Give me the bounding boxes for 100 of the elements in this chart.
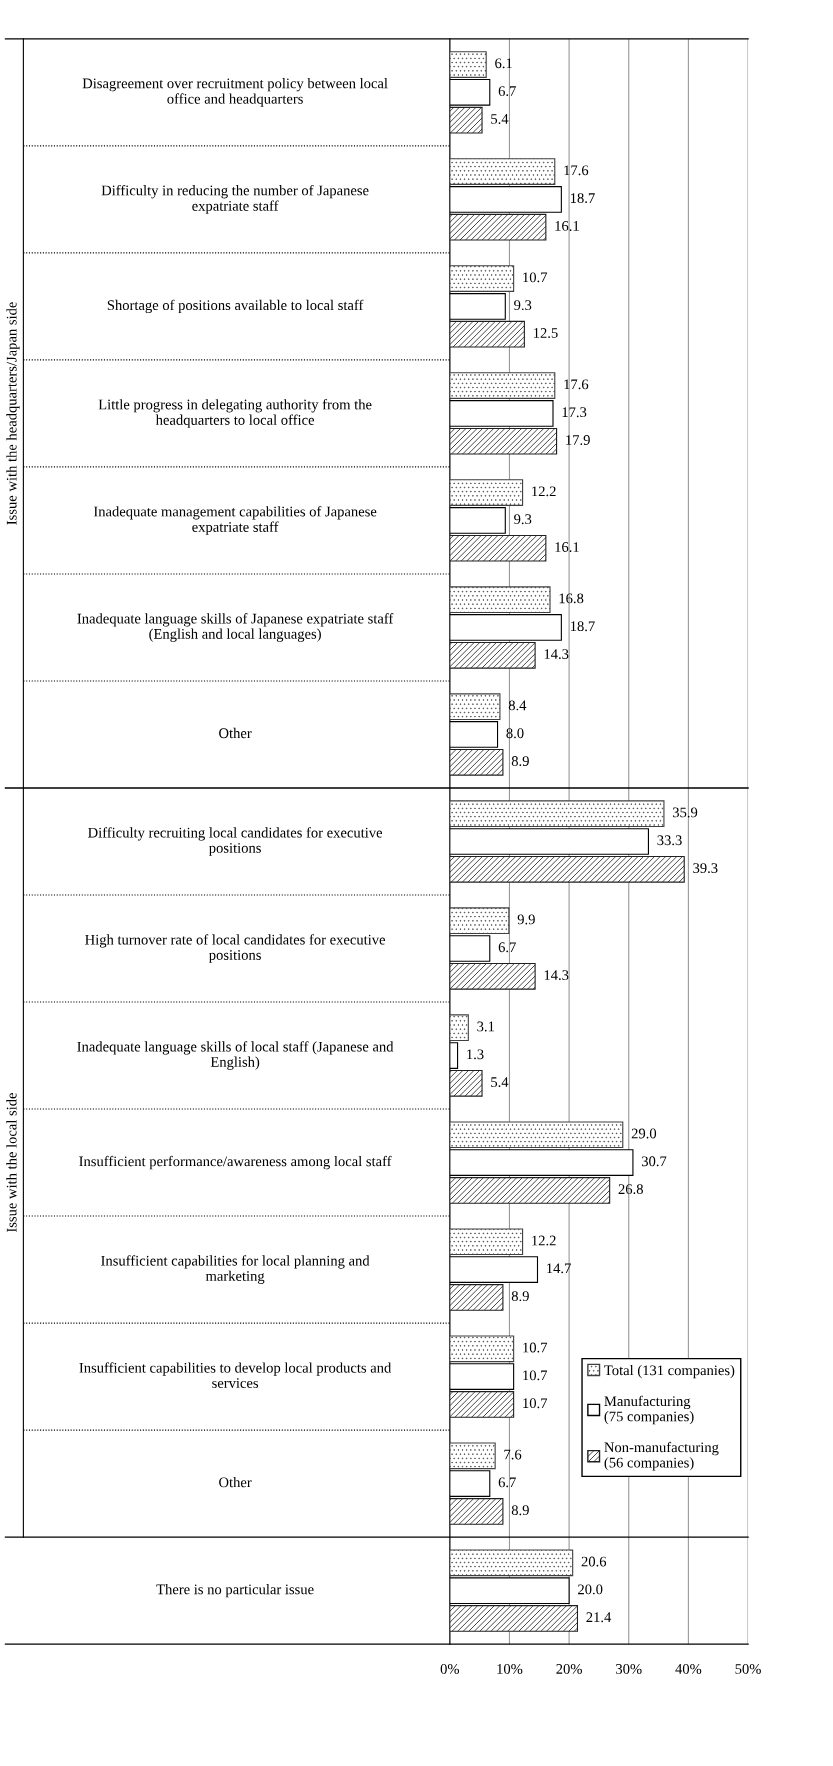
y-tick-label: Disagreement over recruitment policy between local office and headquarters <box>82 78 388 107</box>
bar <box>449 400 554 427</box>
data-label: 14.3 <box>544 970 569 981</box>
bar <box>449 721 499 748</box>
bar <box>449 935 491 962</box>
bar <box>449 293 506 320</box>
bar <box>449 106 483 134</box>
data-label: 30.7 <box>641 1156 667 1167</box>
y-tick-label: Difficulty recruiting local candidates for executive positions <box>88 827 383 856</box>
data-label: 8.9 <box>511 1505 529 1516</box>
bar <box>449 614 562 641</box>
data-label: 17.6 <box>564 379 589 390</box>
bar <box>449 1228 524 1256</box>
bar <box>449 186 562 213</box>
y-tick-label: Shortage of positions available to local staff <box>107 299 364 314</box>
data-label: 6.7 <box>498 86 516 97</box>
bar <box>449 800 665 828</box>
data-label: 8.0 <box>506 728 524 739</box>
data-label: 18.7 <box>570 621 595 632</box>
legend-label: Manufacturing (75 companies) <box>604 1395 694 1425</box>
y-tick-label: Other <box>219 727 252 739</box>
data-label: 21.4 <box>586 1612 612 1623</box>
y-tick-label: Insufficient capabilities to develop local products and services <box>79 1362 392 1388</box>
y-tick-label: Little progress in delegating authority from the headquarters to local office <box>98 399 372 428</box>
data-label: 7.6 <box>504 1449 522 1460</box>
data-label: 39.3 <box>693 863 718 874</box>
data-label: 20.6 <box>581 1556 607 1567</box>
data-label: 18.7 <box>570 193 595 204</box>
data-label: 9.3 <box>514 300 532 311</box>
data-label: 16.8 <box>559 593 584 604</box>
y-tick-label: Inadequate language skills of Japanese expatriate staff (English and local languages) <box>77 613 394 642</box>
bar <box>449 79 491 106</box>
bar <box>449 1177 611 1204</box>
legend-label: Non-manufacturing (56 companies) <box>604 1441 719 1471</box>
bar <box>449 907 510 935</box>
data-label: 16.1 <box>555 221 579 231</box>
bar <box>449 1284 504 1311</box>
bar <box>449 265 515 292</box>
data-label: 9.3 <box>514 514 532 525</box>
y-tick-label: Inadequate management capabilities of Japanese expatriate staff <box>93 506 377 535</box>
bar <box>449 51 487 78</box>
x-tick-label: 20% <box>556 1664 582 1674</box>
bar <box>449 1498 504 1525</box>
data-label: 12.2 <box>532 1235 556 1246</box>
bar <box>449 213 547 241</box>
data-label: 8.9 <box>511 1291 529 1302</box>
data-label: 33.3 <box>657 835 682 846</box>
bar <box>449 507 506 534</box>
y-tick-label: Other <box>219 1477 252 1488</box>
bar <box>449 427 558 455</box>
data-label: 10.7 <box>523 272 548 283</box>
x-tick-label: 0% <box>440 1664 460 1674</box>
bar <box>449 855 685 883</box>
data-label: 17.6 <box>564 165 589 176</box>
legend-label: Total (131 companies) <box>604 1364 735 1379</box>
y-tick-label: High turnover rate of local candidates for executive positions <box>85 934 386 963</box>
text: Issue with the headquarters/Japan side <box>6 302 20 525</box>
data-label: 6.1 <box>495 58 512 69</box>
bar <box>449 828 649 855</box>
bar <box>449 586 551 613</box>
bar <box>449 1014 469 1042</box>
y-tick-label: Difficulty in reducing the number of Japanese expatriate staff <box>101 184 369 214</box>
y-tick-label: Insufficient performance/awareness among local staff <box>79 1155 392 1170</box>
data-label: 6.7 <box>498 942 516 953</box>
bar <box>449 1577 570 1604</box>
bar <box>449 479 524 506</box>
data-label: 16.1 <box>555 542 579 552</box>
bar <box>449 158 556 185</box>
data-label: 17.3 <box>562 407 587 418</box>
bar <box>449 1549 574 1577</box>
data-label: 3.1 <box>477 1021 494 1032</box>
y-tick-label: Insufficient capabilities for local planning and marketing <box>101 1255 370 1284</box>
data-label: 5.4 <box>491 1077 509 1088</box>
bar <box>449 1363 515 1390</box>
x-tick-label: 40% <box>675 1664 702 1674</box>
x-tick-label: 50% <box>735 1664 761 1674</box>
text: Issue with the local side <box>6 1093 17 1233</box>
data-label: 9.9 <box>517 914 535 925</box>
bar <box>449 1042 459 1069</box>
bar <box>449 372 556 399</box>
y-tick-label: Inadequate language skills of local staff (Japanese and English) <box>77 1041 394 1070</box>
data-label: 6.7 <box>498 1477 516 1488</box>
bar <box>449 1335 515 1363</box>
data-label: 17.9 <box>566 435 590 445</box>
data-label: 10.7 <box>523 1398 548 1409</box>
bar <box>449 1121 624 1149</box>
bar <box>449 1391 515 1418</box>
data-label: 8.9 <box>511 756 529 767</box>
bar <box>449 1256 539 1283</box>
bar <box>449 320 525 348</box>
bar <box>449 1442 496 1470</box>
bar <box>449 534 547 562</box>
data-label: 29.0 <box>631 1128 657 1139</box>
data-label: 10.7 <box>523 1370 548 1381</box>
bar <box>449 693 501 721</box>
data-label: 14.7 <box>547 1263 571 1274</box>
bar <box>449 1470 491 1497</box>
bar <box>449 1070 483 1097</box>
data-label: 10.7 <box>523 1342 548 1353</box>
y-tick-label: There is no particular issue <box>156 1584 314 1598</box>
